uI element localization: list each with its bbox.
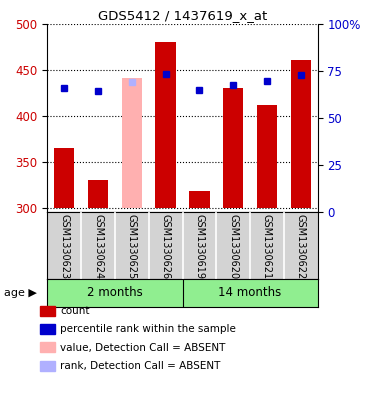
Text: GSM1330625: GSM1330625	[127, 214, 137, 279]
Text: GSM1330619: GSM1330619	[195, 214, 204, 279]
Text: 2 months: 2 months	[87, 286, 143, 299]
Text: value, Detection Call = ABSENT: value, Detection Call = ABSENT	[60, 343, 226, 353]
Bar	[189, 191, 210, 208]
Text: percentile rank within the sample: percentile rank within the sample	[60, 324, 236, 334]
Bar	[223, 88, 243, 208]
Text: rank, Detection Call = ABSENT: rank, Detection Call = ABSENT	[60, 361, 220, 371]
Text: GSM1330623: GSM1330623	[59, 214, 69, 279]
Text: age ▶: age ▶	[4, 288, 36, 298]
Text: GSM1330622: GSM1330622	[296, 214, 306, 279]
Bar	[257, 105, 277, 208]
Bar	[155, 42, 176, 208]
Text: 14 months: 14 months	[218, 286, 282, 299]
Bar	[54, 148, 74, 208]
Text: GSM1330626: GSM1330626	[161, 214, 170, 279]
Bar	[88, 180, 108, 208]
Text: GSM1330621: GSM1330621	[262, 214, 272, 279]
Title: GDS5412 / 1437619_x_at: GDS5412 / 1437619_x_at	[98, 9, 267, 22]
Bar	[122, 78, 142, 208]
Bar	[291, 61, 311, 208]
Text: count: count	[60, 306, 90, 316]
Text: GSM1330620: GSM1330620	[228, 214, 238, 279]
Text: GSM1330624: GSM1330624	[93, 214, 103, 279]
